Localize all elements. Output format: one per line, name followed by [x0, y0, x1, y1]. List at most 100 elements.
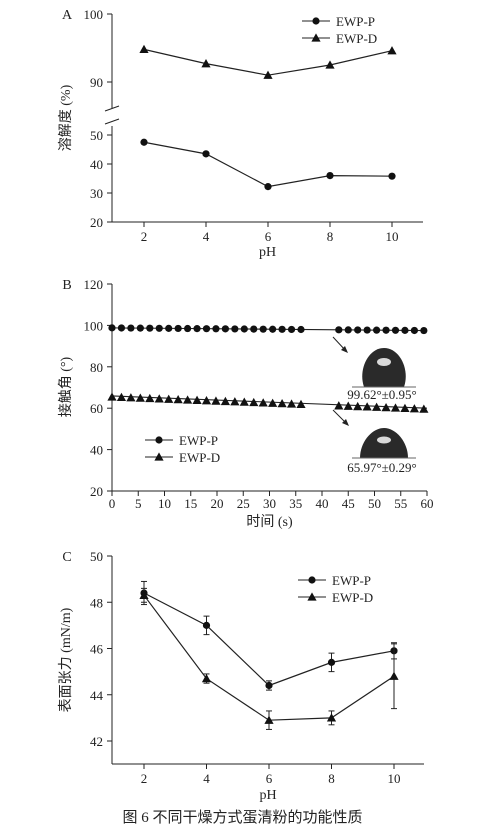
y-tick-label-b: 120 — [84, 277, 104, 292]
y-tick-label-b: 100 — [84, 318, 104, 333]
data-point-ewp-d — [145, 393, 155, 403]
data-point-ewp-d — [249, 397, 259, 407]
data-point-ewp-d — [116, 392, 127, 402]
series-line-ewp-p — [143, 592, 395, 687]
data-point-ewp-d — [381, 403, 391, 412]
data-point-ewp-p — [140, 138, 148, 146]
data-point-ewp-p — [335, 326, 343, 334]
x-tick-label-b: 55 — [394, 496, 407, 511]
data-point-ewp-p — [108, 324, 116, 332]
data-point-ewp-d — [389, 671, 399, 680]
data-point-ewp-p — [264, 183, 272, 191]
data-point-ewp-d — [268, 398, 278, 407]
y-axis-label-c: 表面张力 (mN/m) — [58, 607, 74, 712]
data-point-ewp-p — [165, 324, 173, 332]
figure-caption: 图 6 不同干燥方式蛋清粉的功能性质 — [122, 810, 363, 826]
y-tick-label-c: 46 — [90, 642, 104, 657]
legend-label: EWP-P — [336, 14, 375, 29]
data-point-ewp-p — [401, 326, 409, 334]
data-point-ewp-p — [231, 325, 239, 333]
data-point-ewp-p — [363, 326, 371, 334]
annotation-arrowhead — [342, 419, 349, 426]
panel-label-b: B — [62, 278, 71, 293]
data-point-ewp-d — [277, 398, 287, 408]
x-axis-label-c: pH — [259, 788, 276, 803]
x-tick-label-b: 5 — [135, 496, 142, 511]
axis-break-mark — [104, 118, 120, 125]
data-point-ewp-p — [265, 681, 273, 690]
x-tick-label-b: 60 — [421, 496, 434, 511]
data-point-ewp-p — [344, 326, 352, 334]
data-point-ewp-d — [201, 396, 212, 405]
data-point-ewp-d — [326, 713, 337, 722]
data-point-ewp-p — [146, 324, 154, 332]
data-point-ewp-p — [297, 325, 305, 334]
legend-marker — [308, 576, 316, 584]
data-point-ewp-p — [202, 150, 210, 158]
y-tick-label-c: 50 — [90, 549, 103, 564]
data-point-ewp-d — [296, 399, 306, 408]
legend-marker — [311, 33, 321, 42]
data-point-ewp-p — [410, 326, 418, 335]
y-tick-label-a: 20 — [90, 215, 103, 230]
panel-label-c: C — [62, 550, 71, 565]
axis-break-mark — [104, 105, 120, 112]
x-tick-label-b: 15 — [184, 496, 197, 511]
data-point-ewp-d — [135, 393, 145, 402]
data-point-ewp-p — [326, 172, 334, 180]
data-point-ewp-p — [212, 325, 220, 333]
y-tick-label-a: 50 — [90, 128, 103, 143]
data-point-ewp-p — [391, 326, 400, 334]
data-point-ewp-d — [409, 404, 419, 413]
series-line-ewp-d — [111, 395, 428, 409]
data-point-ewp-p — [221, 325, 229, 333]
x-tick-label-c: 4 — [203, 771, 210, 786]
data-point-ewp-d — [201, 59, 211, 68]
y-tick-label-c: 44 — [90, 688, 104, 703]
data-point-ewp-d — [286, 399, 297, 408]
data-point-ewp-d — [239, 397, 249, 406]
data-point-ewp-d — [362, 402, 372, 411]
data-point-ewp-d — [201, 673, 212, 683]
data-point-ewp-p — [269, 325, 277, 333]
x-tick-label-b: 20 — [211, 496, 224, 511]
x-tick-label-b: 25 — [237, 496, 250, 511]
data-point-ewp-d — [400, 403, 410, 413]
x-tick-label-c: 8 — [328, 771, 335, 786]
x-tick-label-b: 45 — [342, 496, 355, 511]
legend-label: EWP-D — [179, 450, 220, 465]
x-tick-label-b: 0 — [109, 496, 116, 511]
legend-marker — [155, 436, 163, 444]
data-point-ewp-p — [259, 325, 267, 333]
x-tick-label-b: 10 — [158, 496, 171, 511]
legend-label: EWP-D — [336, 31, 377, 46]
data-point-ewp-p — [202, 325, 211, 333]
data-point-ewp-p — [174, 324, 182, 333]
y-tick-label-a: 30 — [90, 186, 103, 201]
y-axis-label-a: 溶解度 (%) — [58, 84, 74, 151]
data-point-ewp-p — [117, 324, 126, 332]
data-point-ewp-p — [184, 324, 192, 333]
data-point-ewp-d — [258, 398, 268, 407]
y-tick-label-a: 90 — [90, 75, 103, 90]
y-tick-label-b: 60 — [90, 401, 103, 416]
x-tick-label-a: 2 — [141, 229, 148, 244]
data-point-ewp-d — [192, 395, 202, 404]
x-tick-label-b: 50 — [368, 496, 381, 511]
x-tick-label-a: 6 — [265, 229, 272, 244]
x-tick-label-a: 4 — [203, 229, 210, 244]
y-tick-label-c: 48 — [90, 595, 103, 610]
x-axis-label-a: pH — [259, 245, 276, 260]
data-point-ewp-d — [126, 393, 136, 402]
y-tick-label-a: 40 — [90, 157, 103, 172]
data-point-ewp-d — [107, 392, 117, 401]
y-tick-label-b: 40 — [90, 443, 103, 458]
x-tick-label-c: 10 — [388, 771, 401, 786]
data-point-ewp-d — [390, 403, 401, 412]
data-point-ewp-p — [373, 326, 381, 334]
contact-angle-label-ewp-p: 99.62°±0.95° — [347, 387, 417, 402]
data-point-ewp-p — [287, 325, 296, 334]
data-point-ewp-d — [264, 715, 274, 724]
panel-label-a: A — [62, 8, 73, 23]
data-point-ewp-d — [387, 46, 397, 55]
